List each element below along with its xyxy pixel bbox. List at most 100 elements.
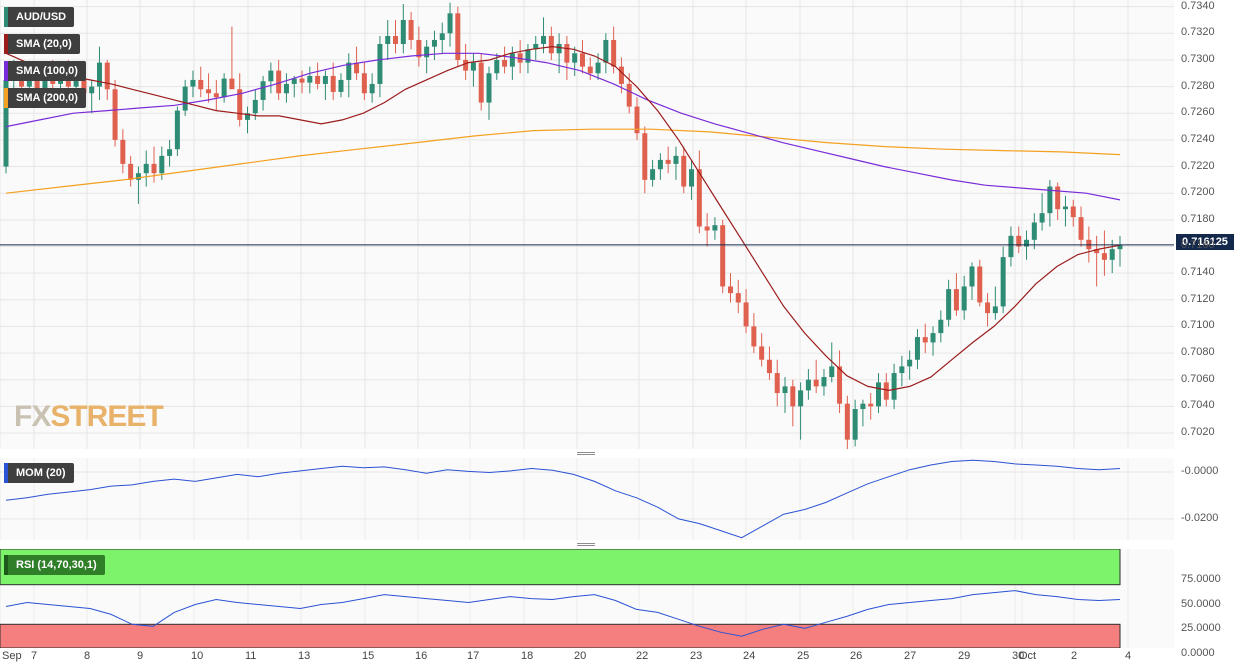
candle-bear <box>315 75 321 84</box>
x-tick-label: 11 <box>245 650 257 662</box>
rsi-y-tick-label: 0.0000 <box>1181 647 1215 659</box>
x-tick-label: 2 <box>1071 650 1078 662</box>
candle-bull <box>689 169 695 187</box>
candle-bull <box>992 306 998 314</box>
x-tick-label: 26 <box>850 650 863 662</box>
candle-bull <box>969 266 975 287</box>
x-tick-label: 24 <box>743 650 756 662</box>
main-y-tick-label: 0.7280 <box>1181 79 1215 92</box>
candle-bear <box>1070 206 1076 218</box>
candle-bull <box>829 366 835 378</box>
watermark-prefix: FX <box>14 400 51 433</box>
candle-bear <box>416 39 422 58</box>
candle-bull <box>307 75 313 83</box>
x-tick-label: 15 <box>362 650 375 662</box>
pane-splitter-2[interactable] <box>577 543 595 546</box>
candle-bull <box>533 43 539 50</box>
candle-bull <box>961 286 967 311</box>
main-y-tick-label: 0.7040 <box>1181 399 1215 412</box>
candle-bear <box>681 155 687 187</box>
candle-bull <box>252 99 258 114</box>
main-y-tick-label: 0.7200 <box>1181 186 1215 199</box>
momentum-chart-svg[interactable] <box>0 458 1174 540</box>
candle-bull <box>899 366 905 374</box>
mom-legend-tag[interactable]: MOM (20) <box>4 463 74 483</box>
candle-bull <box>938 319 944 334</box>
momentum-pane[interactable] <box>0 458 1174 540</box>
sma200-line <box>5 128 1121 194</box>
candle-bull <box>73 79 79 87</box>
candle-bear <box>502 59 508 67</box>
price-chart-svg[interactable] <box>0 0 1174 449</box>
sma20-legend-tag[interactable]: SMA (20,0) <box>4 34 80 54</box>
candle-bear <box>985 302 991 314</box>
sma100-color-bar <box>4 61 8 81</box>
candle-bull <box>42 73 48 90</box>
candle-bull <box>143 163 149 174</box>
candle-bull <box>907 359 913 367</box>
candle-bear <box>408 19 414 40</box>
candle-bear <box>704 226 710 231</box>
candle-bear <box>1016 235 1022 247</box>
candle-bear <box>151 163 157 174</box>
candle-bear <box>953 289 959 311</box>
x-tick-label: 23 <box>690 650 703 662</box>
sma100-legend-label: SMA (100,0) <box>16 65 78 77</box>
candle-bear <box>1078 217 1084 240</box>
candle-bull <box>58 79 64 84</box>
rsi-legend-tag[interactable]: RSI (14,70,30,1) <box>4 555 105 575</box>
sma100-legend-tag[interactable]: SMA (100,0) <box>4 61 86 81</box>
candle-bear <box>120 139 126 164</box>
candle-bear <box>626 83 632 107</box>
candle-bull <box>260 81 266 100</box>
candle-bull <box>135 173 141 180</box>
candle-bear <box>361 73 367 94</box>
candle-bear <box>104 62 110 90</box>
x-tick-label: 20 <box>574 650 587 662</box>
candle-bear <box>548 35 554 54</box>
candle-bull <box>712 225 718 231</box>
candle-bear <box>790 386 796 407</box>
candle-bear <box>463 59 469 71</box>
mom-legend-label: MOM (20) <box>16 467 66 479</box>
sma200-legend-label: SMA (200,0) <box>16 92 78 104</box>
x-tick-label: 10 <box>191 650 204 662</box>
main-y-tick-label: 0.7100 <box>1181 319 1215 332</box>
candle-bull <box>805 379 811 391</box>
candle-bear <box>237 89 243 120</box>
candle-bull <box>221 78 227 98</box>
rsi-pane[interactable] <box>0 549 1174 648</box>
candle-bear <box>112 89 118 140</box>
candle-bear <box>198 79 204 90</box>
symbol-label: AUD/USD <box>16 11 67 23</box>
candle-bull <box>424 46 430 58</box>
main-y-tick-label: 0.7080 <box>1181 346 1215 359</box>
candle-bear <box>844 403 850 440</box>
x-tick-label: 7 <box>31 650 38 662</box>
candle-bear <box>354 62 360 74</box>
candle-bear <box>774 373 780 394</box>
candle-bear <box>1094 249 1100 254</box>
pane-splitter-1[interactable] <box>577 452 595 455</box>
rsi-chart-svg[interactable] <box>0 549 1174 648</box>
sma100-line <box>5 52 1121 201</box>
sma20-line <box>5 45 1121 392</box>
candle-bull <box>572 53 578 63</box>
candle-bear <box>634 106 640 134</box>
candle-bear <box>478 62 484 103</box>
price-chart-pane[interactable]: FXSTREET <box>0 0 1174 449</box>
candle-bull <box>174 110 180 150</box>
sma200-legend-tag[interactable]: SMA (200,0) <box>4 88 86 108</box>
candle-bear <box>837 366 843 404</box>
candle-bear <box>727 286 733 294</box>
candle-bull <box>1008 235 1014 258</box>
current-price-badge: 0.716125 <box>1176 234 1234 250</box>
candle-bull <box>346 62 352 80</box>
candle-bear <box>922 337 928 343</box>
candle-bear <box>564 43 570 63</box>
symbol-tag[interactable]: AUD/USD <box>4 7 75 27</box>
candle-bull <box>782 386 788 394</box>
main-y-tick-label: 0.7240 <box>1181 132 1215 145</box>
mom-color-bar <box>4 463 8 483</box>
candle-bull <box>439 33 445 40</box>
